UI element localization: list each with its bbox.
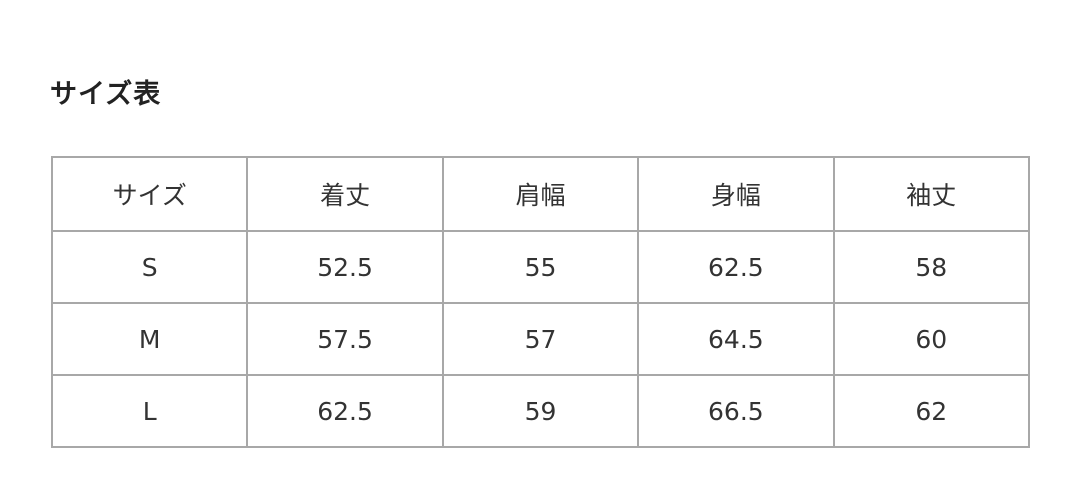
header-cell: 身幅 (637, 156, 835, 232)
header-cell: 袖丈 (832, 156, 1031, 232)
table-cell: 57 (441, 302, 640, 376)
table-cell: 62 (832, 374, 1031, 448)
table-cell: 57.5 (246, 302, 444, 376)
table-cell: 66.5 (637, 374, 835, 448)
table-cell: 62.5 (637, 230, 835, 304)
table-cell: 55 (441, 230, 640, 304)
table-cell: 52.5 (246, 230, 444, 304)
table-cell: S (50, 230, 249, 304)
table-cell: 60 (832, 302, 1031, 376)
table-cell: 59 (441, 374, 640, 448)
header-cell: 着丈 (246, 156, 444, 232)
table-cell: 58 (832, 230, 1031, 304)
table-header-row: サイズ 着丈 肩幅 身幅 袖丈 (50, 156, 1031, 232)
table-row: M 57.5 57 64.5 60 (50, 302, 1031, 376)
table-row: S 52.5 55 62.5 58 (50, 230, 1031, 304)
size-table: サイズ 着丈 肩幅 身幅 袖丈 S 52.5 55 62.5 58 M 57.5… (50, 156, 1031, 448)
table-cell: L (50, 374, 249, 448)
table-cell: 62.5 (246, 374, 444, 448)
header-cell: サイズ (50, 156, 249, 232)
table-cell: 64.5 (637, 302, 835, 376)
table-cell: M (50, 302, 249, 376)
page-title: サイズ表 (50, 79, 162, 110)
table-row: L 62.5 59 66.5 62 (50, 374, 1031, 448)
header-cell: 肩幅 (441, 156, 640, 232)
